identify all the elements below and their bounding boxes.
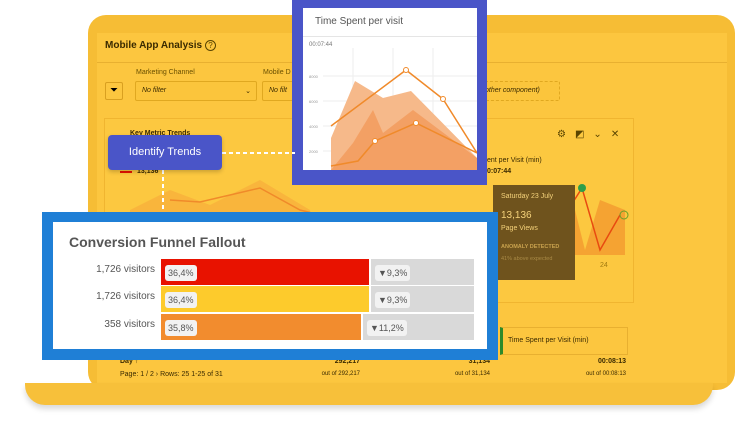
data-point[interactable] [619, 210, 629, 220]
funnel-dropoff[interactable]: ▼11,2% [363, 314, 474, 340]
filter-icon[interactable]: ⏷ [105, 82, 123, 100]
laptop-base [25, 383, 713, 405]
y-tick: 2000 [309, 149, 318, 154]
funnel-percent: 36,4% [165, 265, 197, 281]
tooltip-note: 41% above expected [501, 256, 553, 262]
funnel-percent: 35,8% [165, 320, 197, 336]
metric-value: 13,136 [137, 168, 159, 175]
funnel-title: Conversion Funnel Fallout [69, 234, 246, 250]
funnel-visitors: 358 visitors [104, 319, 155, 330]
panel-title: Key Metric Trends [130, 130, 191, 137]
select-value: No filter [142, 87, 167, 94]
area-series [331, 110, 477, 170]
column-header[interactable]: Time Spent per Visit (min) [500, 327, 628, 355]
pagination[interactable]: Page: 1 / 2 › Rows: 25 1-25 of 31 [120, 371, 223, 378]
anomaly-point[interactable] [578, 184, 586, 192]
legend-swatch [120, 171, 132, 173]
help-icon[interactable]: ? [205, 40, 216, 51]
dropoff-percent: ▼11,2% [367, 320, 407, 336]
metric-label: ent per Visit (min) [487, 157, 542, 164]
sort-icon: ↑ [134, 358, 139, 365]
time-spent-chart [323, 48, 477, 170]
rows-per-page[interactable]: Rows: 25 [160, 371, 190, 378]
row-range: 1-25 of 31 [191, 371, 223, 378]
total-sub: out of 292,217 [321, 371, 360, 377]
tooltip-metric: Page Views [501, 225, 538, 232]
panel-controls[interactable]: ⚙◩⌄✕ [557, 129, 628, 140]
y-tick: 6000 [309, 99, 318, 104]
funnel-percent: 36,4% [165, 292, 197, 308]
funnel-visitors: 1,726 visitors [96, 291, 155, 302]
tooltip-date: Saturday 23 July [501, 193, 554, 200]
line-series [567, 186, 621, 252]
chevron-down-icon: ⌄ [245, 88, 251, 95]
funnel-bar[interactable]: 35,8% [161, 314, 361, 340]
drop-component-zone[interactable]: other component) [478, 81, 560, 101]
page-indicator: Page: 1 / 2 [120, 371, 154, 378]
line-series [330, 69, 477, 154]
funnel-dropoff[interactable]: ▼9,3% [371, 286, 474, 312]
dimension-label: Day [120, 358, 133, 365]
dropoff-percent: ▼9,3% [375, 292, 411, 308]
x-tick: 24 [600, 262, 608, 269]
total-sub: out of 31,134 [454, 371, 490, 377]
filter-label: Marketing Channel [136, 69, 195, 76]
connector-line [162, 152, 295, 220]
maximize-icon[interactable]: ◩ [574, 129, 594, 140]
funnel-bar[interactable]: 36,4% [161, 259, 369, 285]
total-value: 00:08:13 [597, 358, 626, 365]
funnel-bar[interactable]: 36,4% [161, 286, 369, 312]
select-value: No filt [269, 87, 287, 94]
divider [303, 36, 477, 37]
y-tick: 4000 [309, 124, 318, 129]
identify-trends-button[interactable]: Identify Trends [108, 135, 222, 170]
metric-value: 0:07:44 [487, 168, 512, 175]
anomaly-tooltip: Saturday 23 July 13,136 Page Views ANOMA… [493, 185, 575, 280]
area-series [565, 190, 625, 255]
marketing-channel-select[interactable]: No filter ⌄ [135, 81, 257, 101]
total-value: 31,134 [468, 358, 490, 365]
time-spent-card: Time Spent per visit 00:07:44 8000 6000 … [303, 8, 477, 170]
tooltip-value: 13,136 [501, 210, 532, 221]
drop-zone-text: other component) [485, 87, 540, 94]
chevron-down-icon[interactable]: ⌄ [593, 129, 611, 140]
tooltip-status: ANOMALY DETECTED [501, 244, 560, 250]
dimension-header[interactable]: Day ↑ [120, 358, 138, 365]
funnel-dropoff[interactable]: ▼9,3% [371, 259, 474, 285]
column-header-label: Time Spent per Visit (min) [508, 337, 589, 344]
filter-label: Mobile D [263, 69, 291, 76]
popup-title: Time Spent per visit [315, 16, 403, 27]
total-sub: out of 00:08:13 [585, 371, 626, 377]
gear-icon[interactable]: ⚙ [557, 129, 575, 140]
line-series [169, 187, 341, 221]
close-icon[interactable]: ✕ [610, 129, 629, 140]
page-title: Mobile App Analysis [105, 40, 203, 51]
y-tick: 8000 [309, 74, 318, 79]
dropoff-percent: ▼9,3% [375, 265, 411, 281]
total-value: 292,217 [334, 358, 360, 365]
popup-value: 00:07:44 [309, 42, 333, 48]
funnel-visitors: 1,726 visitors [96, 264, 155, 275]
